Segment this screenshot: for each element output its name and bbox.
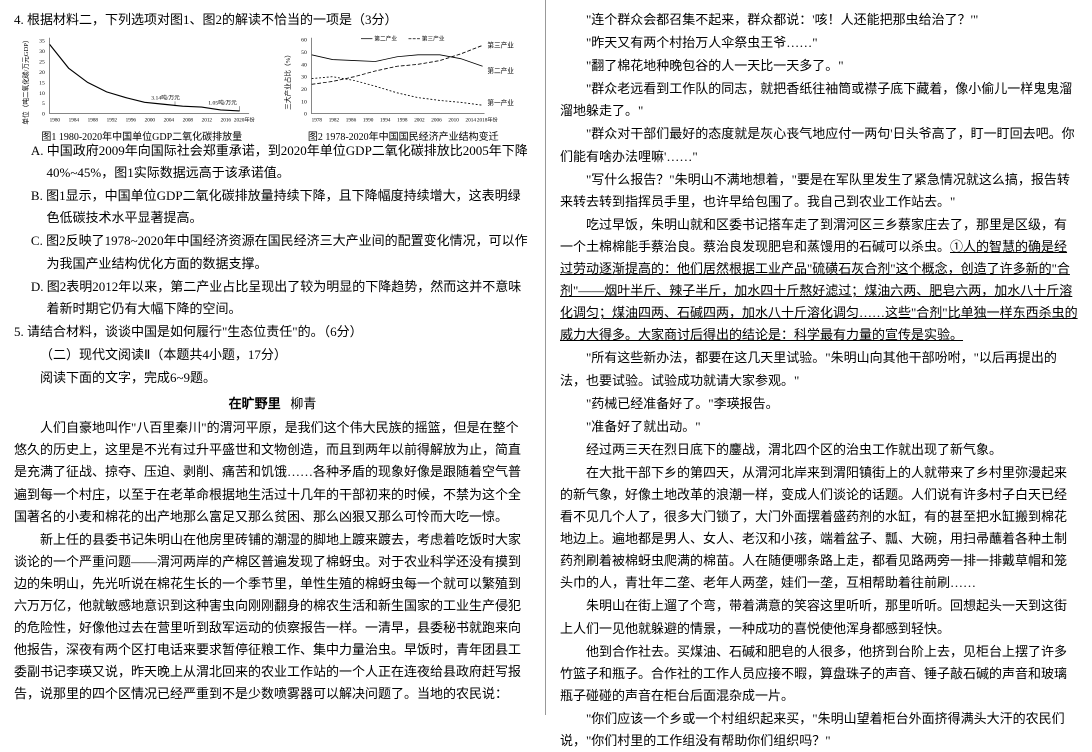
chart1-ylabel: 单位（吨二氧化碳/万元GDP） xyxy=(21,37,30,125)
chart2-xticks: 1978 1982 1986 1990 1994 1998 2002 2006 2010 2… xyxy=(311,115,498,123)
author-name: 柳青 xyxy=(290,396,316,411)
svg-text:2012: 2012 xyxy=(202,117,213,123)
right-para-7: 吃过早饭，朱明山就和区委书记搭车走了到渭河区三乡蔡家庄去了，那里是区级，有一个土… xyxy=(560,214,1078,347)
svg-text:1982: 1982 xyxy=(328,117,339,123)
svg-text:第三产业: 第三产业 xyxy=(487,40,514,49)
svg-text:2004: 2004 xyxy=(164,117,175,123)
underlined-passage: ①人的智慧的确是经过劳动逐渐提高的：他们居然根据工业产品"硫磺石灰合剂"这个概念… xyxy=(560,239,1078,342)
svg-text:40: 40 xyxy=(301,62,307,68)
right-para-10: "准备好了就出动。" xyxy=(560,416,1078,438)
svg-text:1980: 1980 xyxy=(50,117,61,123)
svg-text:1992: 1992 xyxy=(107,117,118,123)
svg-text:30: 30 xyxy=(39,49,45,55)
right-para-3: "翻了棉花地种晚包谷的人一天比一天多了。" xyxy=(560,55,1078,77)
chart2-ylabel: 三大产业占比（%） xyxy=(282,51,291,110)
right-para-6: "写什么报告？"朱明山不满地想着，"要是在军队里发生了紧急情况就这么搞，报告转来… xyxy=(560,169,1078,213)
svg-text:3.14吨/万元: 3.14吨/万元 xyxy=(151,94,180,102)
left-para-2: 新上任的县委书记朱明山在他房里砖铺的潮湿的脚地上踱来踱去，考虑着吃饭时大家谈论的… xyxy=(14,529,531,706)
svg-text:第一产业: 第一产业 xyxy=(487,98,514,107)
option-d: D. 图2表明2012年以来，第二产业占比呈现出了较为明显的下降趋势，然而这并不… xyxy=(27,276,531,320)
svg-text:2000: 2000 xyxy=(145,117,156,123)
svg-text:2002: 2002 xyxy=(414,117,425,123)
svg-text:5: 5 xyxy=(42,101,45,107)
chart1-annotations: 3.14吨/万元 1.05吨/万元 xyxy=(151,94,239,111)
chart2-caption: 图2 1978-2020年中国国民经济产业结构变迁 xyxy=(276,129,532,146)
svg-text:1.05吨/万元: 1.05吨/万元 xyxy=(208,98,237,106)
chart2-yticks: 0 10 20 30 40 50 60 xyxy=(301,38,307,118)
svg-text:2008: 2008 xyxy=(183,117,194,123)
chart2-legend: 第二产业 第三产业 xyxy=(361,35,445,43)
chart1-yticks: 0 5 10 15 20 25 30 35 xyxy=(39,39,45,118)
svg-text:2014: 2014 xyxy=(465,117,476,123)
svg-text:60: 60 xyxy=(301,38,307,44)
svg-text:第三产业: 第三产业 xyxy=(421,35,444,43)
option-a: A. 中国政府2009年向国际社会郑重承诺，到2020年单位GDP二氧化碳排放比… xyxy=(27,140,531,184)
svg-text:2018年份: 2018年份 xyxy=(476,115,498,123)
question-4: 4. 根据材料二，下列选项对图1、图2的解读不恰当的一项是（3分） xyxy=(14,9,531,31)
essay-title: 在旷野里 柳青 xyxy=(14,393,531,415)
svg-text:30: 30 xyxy=(301,75,307,81)
right-para-2: "昨天又有两个村抬万人伞祭虫王爷……" xyxy=(560,32,1078,54)
svg-text:1978: 1978 xyxy=(311,117,322,123)
svg-text:20: 20 xyxy=(39,70,45,76)
svg-text:1996: 1996 xyxy=(126,117,137,123)
svg-text:1984: 1984 xyxy=(69,117,80,123)
chart2: 三大产业占比（%） 0 10 20 30 40 50 60 1978 1982 1986 1… xyxy=(276,33,532,138)
svg-text:2006: 2006 xyxy=(431,117,442,123)
right-para-8: "所有这些新办法，都要在这几天里试验。"朱明山向其他干部吩咐，"以后再提出的法，… xyxy=(560,347,1078,391)
svg-text:第二产业: 第二产业 xyxy=(374,35,397,43)
right-para-5: "群众对干部们最好的态度就是灰心丧气地应付一两句'日头爷高了，盯一盯回去吧。你们… xyxy=(560,123,1078,167)
svg-text:50: 50 xyxy=(301,50,307,56)
svg-text:10: 10 xyxy=(301,99,307,105)
reading-instruction: 阅读下面的文字，完成6~9题。 xyxy=(14,367,531,389)
right-para-13: 朱明山在街上遛了个弯，带着满意的笑容这里听听，那里听听。回想起头一天到这街上人们… xyxy=(560,595,1078,639)
chart2-line2 xyxy=(311,55,482,66)
title-text: 在旷野里 xyxy=(229,396,281,411)
chart2-line3 xyxy=(311,45,482,84)
svg-text:0: 0 xyxy=(42,112,45,118)
right-page: "连个群众会都召集不起来，群众都说：'咳！人还能把那虫给治了？'" "昨天又有两… xyxy=(546,0,1092,715)
svg-text:0: 0 xyxy=(304,112,307,118)
section-heading: （二）现代文阅读Ⅱ（本题共4小题，17分） xyxy=(14,344,531,366)
svg-text:25: 25 xyxy=(39,59,45,65)
svg-text:1988: 1988 xyxy=(88,117,99,123)
option-c: C. 图2反映了1978~2020年中国经济资源在国民经济三大产业间的配置变化情… xyxy=(27,230,531,274)
chart1: 单位（吨二氧化碳/万元GDP） 0510 152025 3035 1980198… xyxy=(14,33,270,138)
svg-text:20: 20 xyxy=(301,87,307,93)
chart1-caption: 图1 1980-2020年中国单位GDP二氧化碳排放量 xyxy=(14,129,270,146)
svg-text:2020年份: 2020年份 xyxy=(234,115,256,123)
svg-text:2010: 2010 xyxy=(448,117,459,123)
right-para-11: 经过两三天在烈日底下的鏖战，渭北四个区的治虫工作就出现了新气象。 xyxy=(560,439,1078,461)
chart1-xticks: 1980 1984 1988 1992 1996 2000 2004 2008 2012 2… xyxy=(50,115,256,123)
chart2-line1 xyxy=(311,77,482,106)
svg-text:1994: 1994 xyxy=(380,117,391,123)
svg-text:第二产业: 第二产业 xyxy=(487,66,514,75)
right-para-1: "连个群众会都召集不起来，群众都说：'咳！人还能把那虫给治了？'" xyxy=(560,9,1078,31)
svg-text:15: 15 xyxy=(39,80,45,86)
chart2-right-labels: 第三产业 第二产业 第一产业 xyxy=(487,40,514,107)
left-page: 4. 根据材料二，下列选项对图1、图2的解读不恰当的一项是（3分） 单位（吨二氧… xyxy=(0,0,546,715)
charts-row: 单位（吨二氧化碳/万元GDP） 0510 152025 3035 1980198… xyxy=(14,33,531,138)
svg-text:1986: 1986 xyxy=(345,117,356,123)
svg-text:1998: 1998 xyxy=(397,117,408,123)
svg-text:35: 35 xyxy=(39,39,45,45)
svg-text:2016: 2016 xyxy=(221,117,232,123)
right-para-12: 在大批干部下乡的第四天，从渭河北岸来到渭阳镇街上的人就带来了乡村里弥漫起来的新气… xyxy=(560,462,1078,595)
right-para-4: "群众老远看到工作队的同志，就把香纸往袖筒或襟子底下藏着，像小偷儿一样鬼鬼溜溜地… xyxy=(560,78,1078,122)
right-para-14: 他到合作社去。买煤油、石碱和肥皂的人很多，他挤到台阶上去，见柜台上摆了许多竹篮子… xyxy=(560,641,1078,707)
svg-text:10: 10 xyxy=(39,91,45,97)
svg-text:1990: 1990 xyxy=(362,117,373,123)
right-para-9: "药械已经准备好了。"李瑛报告。 xyxy=(560,393,1078,415)
question-5: 5. 请结合材料，谈谈中国是如何履行"生态位责任"的。（6分） xyxy=(14,321,531,343)
left-para-1: 人们自豪地叫作"八百里秦川"的渭河平原，是我们这个伟大民族的摇篮，但是在整个悠久… xyxy=(14,417,531,527)
option-b: B. 图1显示，中国单位GDP二氧化碳排放量持续下降，且下降幅度持续增大，这表明… xyxy=(27,185,531,229)
